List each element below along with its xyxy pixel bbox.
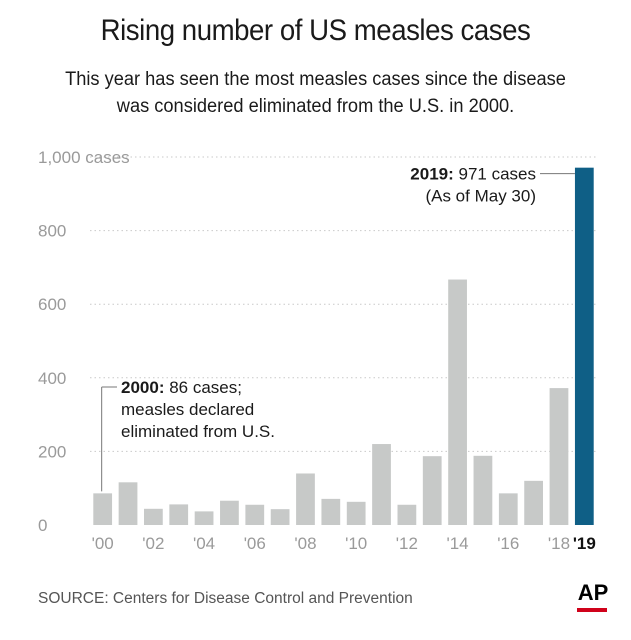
- bar: [397, 504, 417, 525]
- bar-chart: 0 200 400 600 800 1,000 cases '00 '02 '04 '06 '08 '…: [38, 148, 597, 553]
- bar: [346, 501, 366, 525]
- bar: [143, 508, 163, 525]
- annotation-text: 2019: 971 cases: [410, 165, 536, 184]
- ap-logo-text: AP: [577, 580, 609, 605]
- source-note: SOURCE: Centers for Disease Control and …: [38, 590, 413, 607]
- ap-logo-bar: [577, 608, 607, 612]
- bar: [448, 279, 467, 525]
- x-tick-label: '02: [142, 534, 164, 553]
- bar: [549, 388, 569, 525]
- x-tick-label: '06: [244, 534, 266, 553]
- bar: [220, 500, 239, 525]
- bar: [422, 456, 442, 525]
- x-tick-label: '10: [345, 534, 367, 553]
- x-tick-label: '18: [548, 534, 570, 553]
- bar: [498, 493, 518, 525]
- bar: [169, 504, 189, 525]
- bar: [270, 509, 290, 525]
- y-tick-label: 200: [38, 442, 66, 461]
- x-tick-label: '16: [497, 534, 519, 553]
- subtitle-line-1: This year has seen the most measles case…: [65, 69, 566, 90]
- y-tick-label: 1,000 cases: [38, 148, 130, 167]
- chart-subtitle: This year has seen the most measles case…: [13, 66, 619, 120]
- x-tick-label: '08: [294, 534, 316, 553]
- x-tick-label: '04: [193, 534, 215, 553]
- y-tick-label: 400: [38, 369, 66, 388]
- annotation-text: eliminated from U.S.: [121, 422, 275, 441]
- subtitle-line-2: was considered eliminated from the U.S. …: [116, 96, 515, 117]
- bar: [296, 473, 315, 525]
- annotation: 2019: 971 cases (As of May 30): [410, 165, 536, 206]
- bar: [524, 480, 544, 525]
- bar: [194, 511, 214, 525]
- y-tick-label: 800: [38, 222, 66, 241]
- x-tick-label: '19: [573, 534, 596, 553]
- ap-logo: AP: [573, 580, 613, 614]
- bar: [93, 493, 113, 525]
- bar: [321, 498, 341, 525]
- bar: [245, 504, 265, 525]
- annotation-text: measles declared: [121, 400, 254, 419]
- x-tick-label: '00: [92, 534, 114, 553]
- annotation-text: (As of May 30): [425, 187, 536, 206]
- y-tick-label: 600: [38, 295, 66, 314]
- y-tick-label: 0: [38, 516, 47, 535]
- bar: [118, 482, 138, 525]
- bar: [574, 167, 594, 525]
- annotation-text: 2000: 86 cases;: [121, 378, 242, 397]
- annotation: 2000: 86 cases; measles declared eliminate…: [121, 378, 275, 441]
- x-tick-label: '14: [446, 534, 468, 553]
- x-tick-label: '12: [396, 534, 418, 553]
- bar: [473, 455, 493, 525]
- chart-title: Rising number of US measles cases: [100, 14, 531, 47]
- bar: [372, 444, 391, 525]
